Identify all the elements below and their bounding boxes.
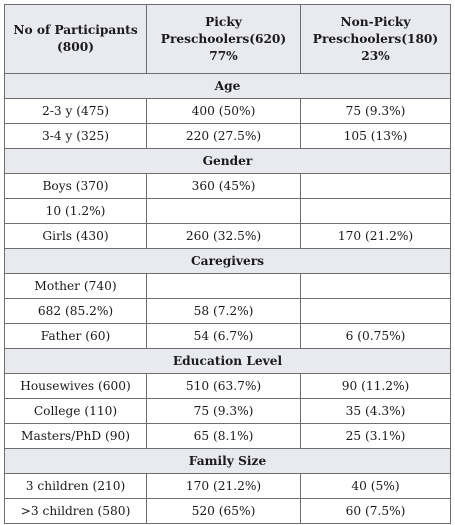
table-cell: 170 (21.2%): [146, 473, 301, 499]
section-title: Gender: [4, 148, 451, 174]
table-cell: 75 (9.3%): [146, 398, 301, 424]
table-row: Father (60) 54 (6.7%) 6 (0.75%): [4, 323, 451, 349]
table-cell: 510 (63.7%): [146, 373, 301, 399]
table-body: Age 2-3 y (475) 400 (50%) 75 (9.3%) 3-4 y (3…: [4, 73, 451, 524]
table-cell: College (110): [4, 398, 147, 424]
table-cell: >3 children (580): [4, 498, 147, 524]
header-picky-line-1: Picky: [205, 14, 242, 29]
table-cell: Girls (430): [4, 223, 147, 249]
table-cell: 54 (6.7%): [146, 323, 301, 349]
table-cell: 40 (5%): [300, 473, 451, 499]
table-cell: Housewives (600): [4, 373, 147, 399]
table-cell: Masters/PhD (90): [4, 423, 147, 449]
section-title: Caregivers: [4, 248, 451, 274]
table-cell: 90 (11.2%): [300, 373, 451, 399]
header-picky-line-3: 77%: [209, 48, 238, 63]
table-cell: Boys (370): [4, 173, 147, 199]
section-row: Caregivers: [4, 248, 451, 274]
table-cell: 220 (27.5%): [146, 123, 301, 149]
table-row: Boys (370) 360 (45%): [4, 173, 451, 199]
table-cell: 35 (4.3%): [300, 398, 451, 424]
table-cell: 25 (3.1%): [300, 423, 451, 449]
header-non-picky-line-2: Preschoolers(180): [312, 31, 439, 46]
table-cell: 6 (0.75%): [300, 323, 451, 349]
table-cell: 260 (32.5%): [146, 223, 301, 249]
table-cell: 3 children (210): [4, 473, 147, 499]
table-cell: 400 (50%): [146, 98, 301, 124]
table-row: Housewives (600) 510 (63.7%) 90 (11.2%): [4, 373, 451, 399]
table-row: 2-3 y (475) 400 (50%) 75 (9.3%): [4, 98, 451, 124]
table-cell: 60 (7.5%): [300, 498, 451, 524]
table-cell: [146, 273, 301, 299]
header-participants: No of Participants (800): [4, 4, 147, 74]
header-picky: Picky Preschoolers(620) 77%: [146, 4, 301, 74]
participants-table: No of Participants (800) Picky Preschool…: [4, 4, 451, 524]
section-title: Education Level: [4, 348, 451, 374]
table-cell: 360 (45%): [146, 173, 301, 199]
table-cell: 65 (8.1%): [146, 423, 301, 449]
section-row: Family Size: [4, 448, 451, 474]
table-cell: Father (60): [4, 323, 147, 349]
table-row: 10 (1.2%): [4, 198, 451, 224]
table-row: 3 children (210) 170 (21.2%) 40 (5%): [4, 473, 451, 499]
table-cell: [300, 173, 451, 199]
table-cell: [300, 198, 451, 224]
table-row: Masters/PhD (90) 65 (8.1%) 25 (3.1%): [4, 423, 451, 449]
table-row: Girls (430) 260 (32.5%) 170 (21.2%): [4, 223, 451, 249]
table-cell: 10 (1.2%): [4, 198, 147, 224]
table-cell: 105 (13%): [300, 123, 451, 149]
table-cell: 3-4 y (325): [4, 123, 147, 149]
table-row: College (110) 75 (9.3%) 35 (4.3%): [4, 398, 451, 424]
header-row: No of Participants (800) Picky Preschool…: [4, 4, 451, 74]
table-row: 682 (85.2%) 58 (7.2%): [4, 298, 451, 324]
header-participants-line-2: (800): [57, 40, 94, 54]
table-cell: [146, 198, 301, 224]
table-cell: 58 (7.2%): [146, 298, 301, 324]
section-title: Age: [4, 73, 451, 99]
table-cell: Mother (740): [4, 273, 147, 299]
header-non-picky-line-3: 23%: [361, 48, 390, 63]
table-row: Mother (740): [4, 273, 451, 299]
table-cell: 2-3 y (475): [4, 98, 147, 124]
section-row: Education Level: [4, 348, 451, 374]
table-row: 3-4 y (325) 220 (27.5%) 105 (13%): [4, 123, 451, 149]
header-participants-line-1: No of Participants: [13, 23, 138, 37]
section-row: Gender: [4, 148, 451, 174]
table-header: No of Participants (800) Picky Preschool…: [4, 4, 451, 74]
table-cell: 75 (9.3%): [300, 98, 451, 124]
table-cell: 170 (21.2%): [300, 223, 451, 249]
section-title: Family Size: [4, 448, 451, 474]
table-cell: 682 (85.2%): [4, 298, 147, 324]
section-row: Age: [4, 73, 451, 99]
table-row: >3 children (580) 520 (65%) 60 (7.5%): [4, 498, 451, 524]
header-non-picky-line-1: Non-Picky: [340, 14, 411, 29]
header-picky-line-2: Preschoolers(620): [160, 31, 287, 46]
table-cell: 520 (65%): [146, 498, 301, 524]
table-cell: [300, 298, 451, 324]
header-non-picky: Non-Picky Preschoolers(180) 23%: [300, 4, 451, 74]
table-cell: [300, 273, 451, 299]
